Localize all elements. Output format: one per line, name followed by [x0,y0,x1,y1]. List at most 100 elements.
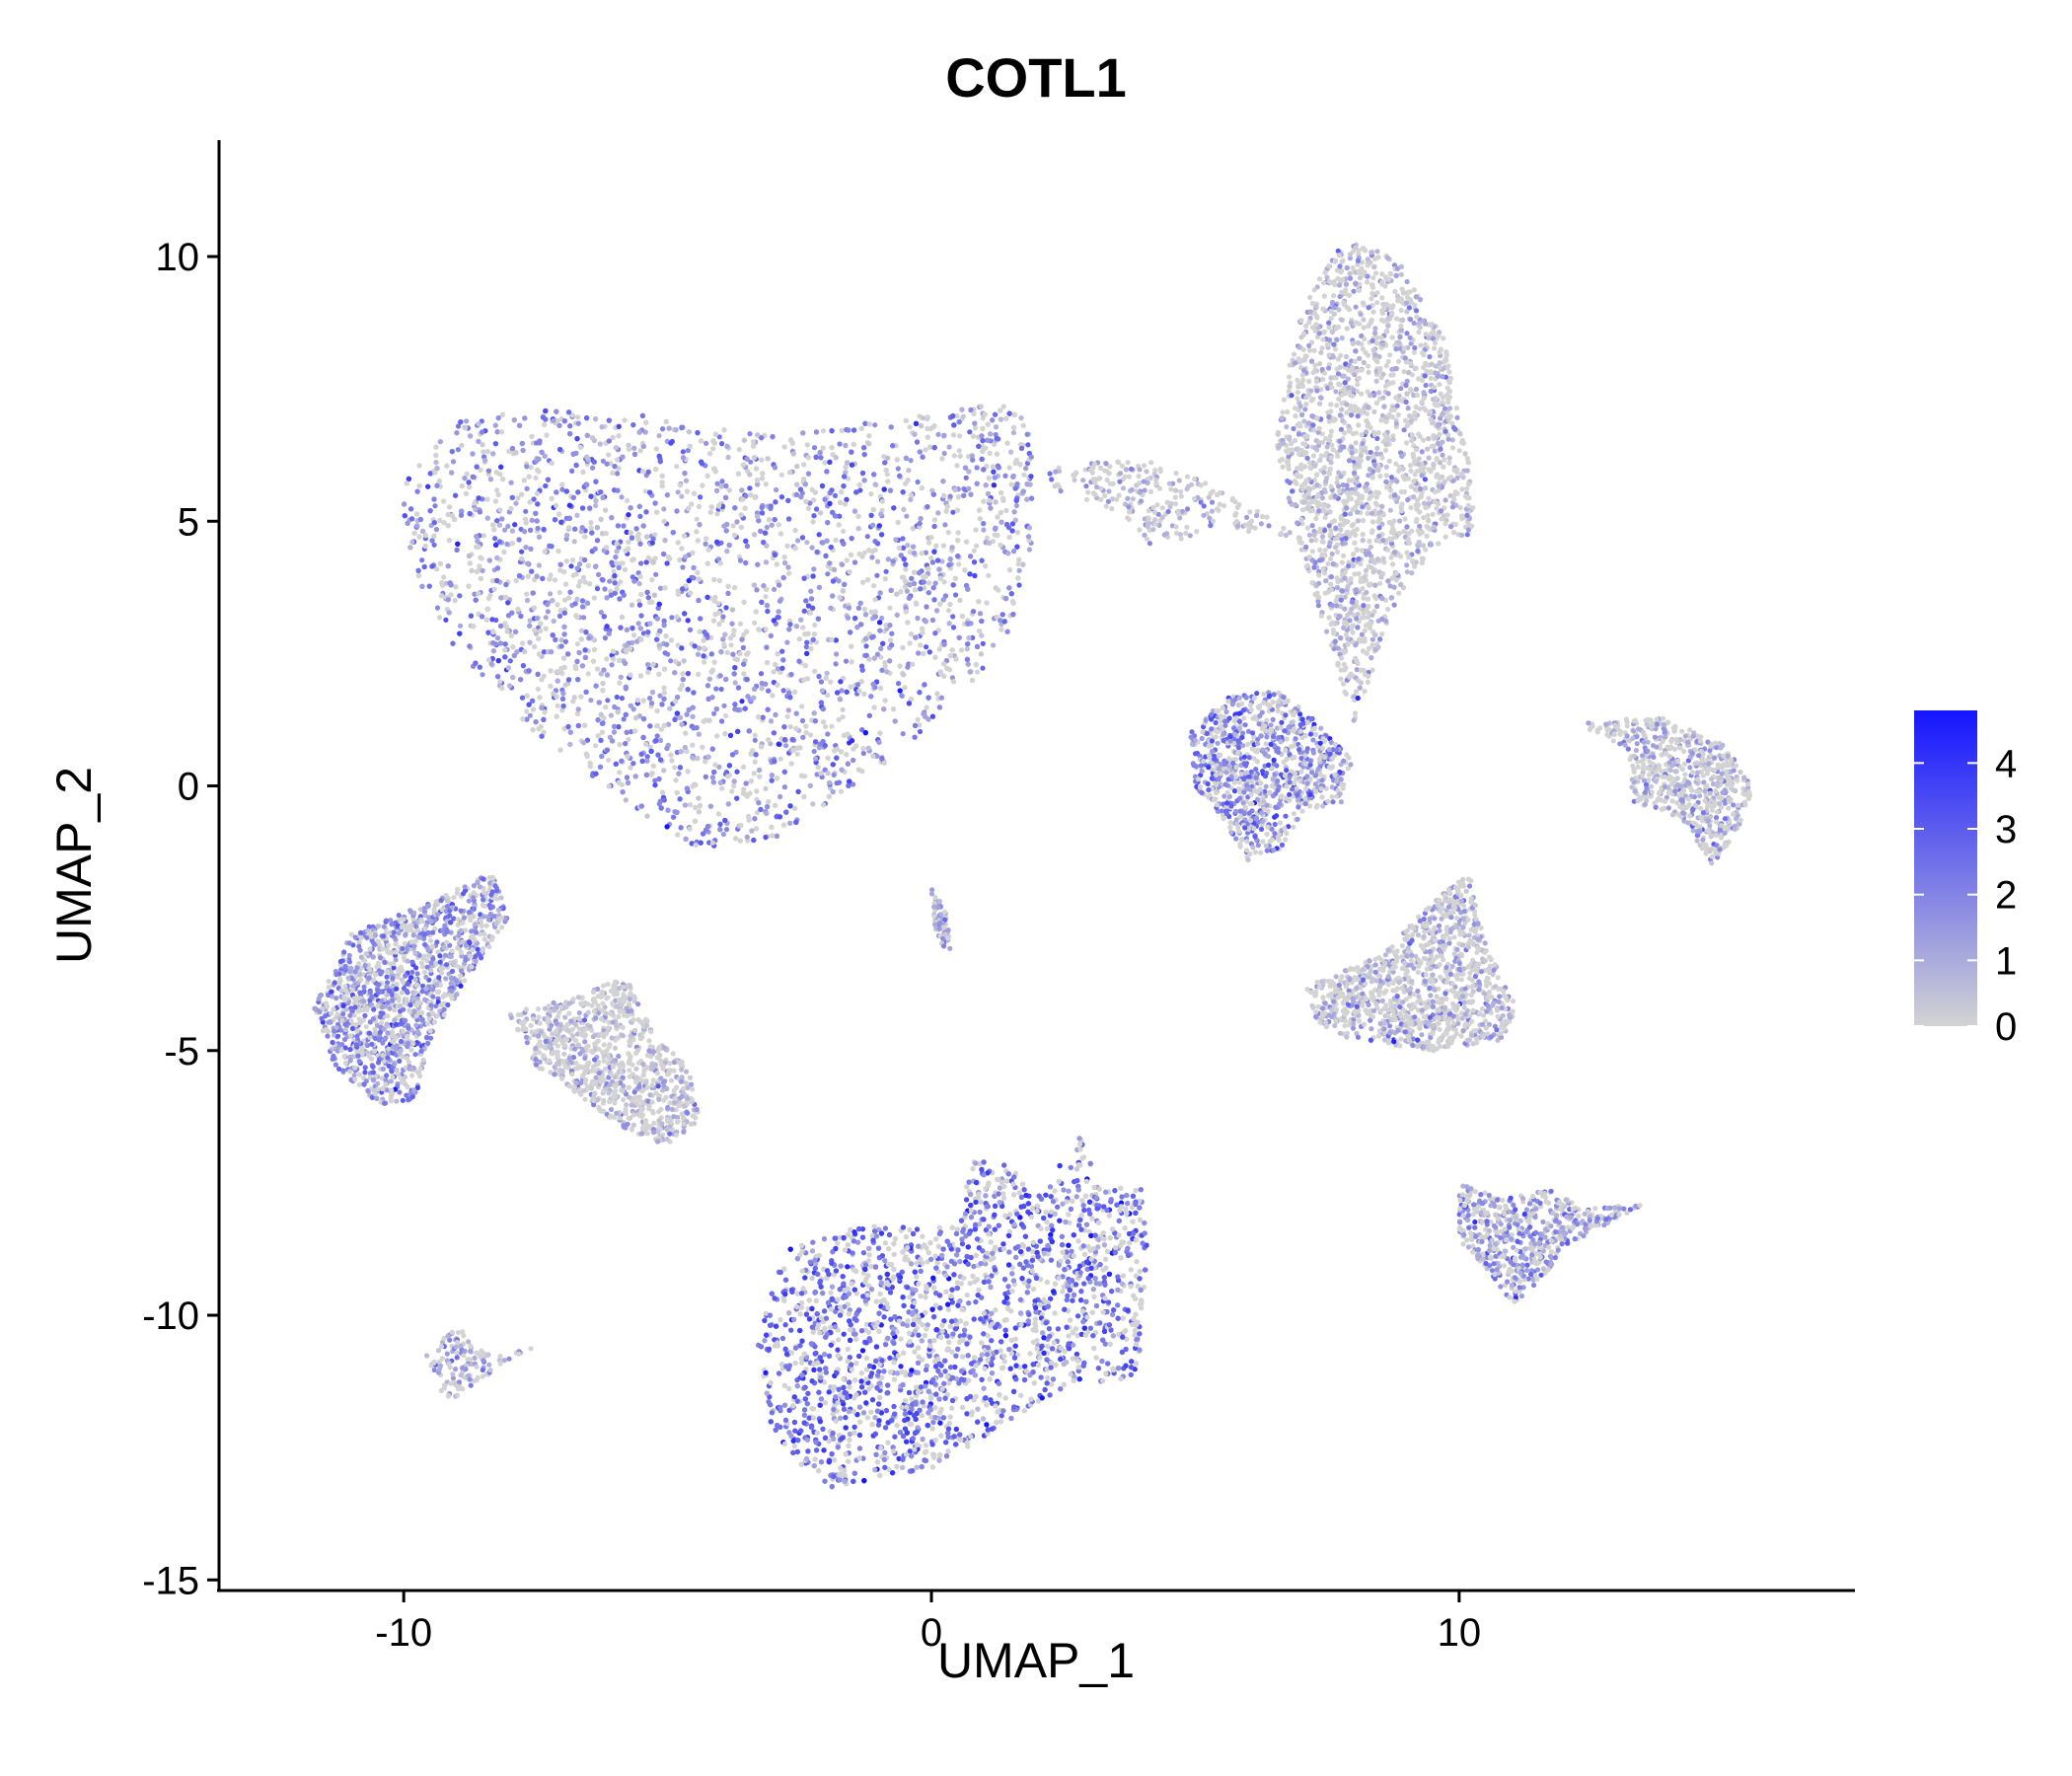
cell-point [741,645,746,650]
cell-point [815,550,820,555]
cell-point [621,789,626,794]
cell-point [950,614,955,619]
cell-point [732,671,737,676]
cell-point [644,759,649,764]
cell-point [937,646,942,651]
cell-point [664,419,669,424]
cell-point [967,429,972,434]
cell-point [961,414,966,419]
cell-point [725,455,730,460]
cell-point [841,588,846,593]
cell-point [891,706,896,711]
cell-point [980,666,985,671]
cell-point [786,571,791,576]
cell-point [606,452,611,457]
cell-point [763,786,768,791]
cell-point [795,538,800,543]
cell-point [563,639,568,644]
cell-point [944,509,949,514]
cell-point [665,560,670,565]
cell-point [979,651,984,656]
cell-point [730,652,735,657]
cell-point [486,596,491,601]
cell-point [705,474,710,479]
cell-point [766,707,771,712]
cell-point [732,533,737,538]
cell-point [566,595,571,600]
cell-point [731,523,736,528]
cell-point [695,430,700,435]
cell-point [661,552,666,556]
cell-point [506,665,511,670]
cell-point [759,671,764,676]
cell-point [656,672,661,677]
cell-point [941,544,946,549]
cell-point [621,523,626,528]
cell-point [953,592,958,597]
cell-point [649,577,654,582]
cell-point [777,522,781,527]
cell-point [1016,557,1021,562]
cell-point [412,531,417,536]
chart-title: COTL1 [945,46,1127,109]
cell-point [863,643,868,648]
cell-point [837,717,842,722]
cell-point [450,641,455,646]
cell-point [560,691,565,696]
cell-point [602,614,607,619]
cell-point [688,591,693,596]
cell-point [595,525,600,530]
cell-point [596,733,601,738]
cell-point [779,473,784,478]
cell-point [636,532,641,537]
cell-point [596,717,601,722]
cell-point [592,595,597,600]
cell-point [724,528,729,533]
cell-point [433,453,438,458]
cell-point [708,510,713,515]
cell-point [668,658,673,663]
cell-point [909,458,914,463]
cell-point [531,727,536,732]
cell-point [893,537,898,542]
cell-point [540,576,545,581]
cell-point [638,560,643,565]
cell-point [616,523,621,528]
cell-point [520,696,525,701]
cell-point [879,668,884,673]
cell-point [823,724,828,729]
cell-point [695,570,700,575]
cell-point [717,578,722,583]
cell-point [688,802,693,807]
cell-point [926,580,931,585]
cell-point [988,505,993,510]
cell-point [417,463,422,468]
cell-point [754,587,759,592]
cell-point [1016,561,1021,566]
cell-point [703,536,708,541]
cell-point [770,434,775,439]
cell-point [529,569,534,574]
cell-point [856,606,861,611]
cell-point [928,535,933,540]
cell-point [927,649,932,654]
cell-point [521,663,526,668]
cell-point [550,461,555,466]
cell-point [698,494,703,499]
cell-point [955,538,960,543]
cell-point [625,498,629,503]
cell-point [609,515,614,520]
cell-point [508,658,513,663]
cell-point [493,423,498,428]
cell-point [484,618,489,623]
cell-point [1021,473,1026,478]
cell-point [698,629,703,634]
cell-point [764,559,769,564]
cell-point [850,536,854,541]
cell-point [647,696,652,701]
cell-point [899,693,904,698]
cell-point [495,635,500,640]
cell-point [1003,416,1008,421]
cell-point [783,743,788,748]
cell-point [437,479,442,483]
